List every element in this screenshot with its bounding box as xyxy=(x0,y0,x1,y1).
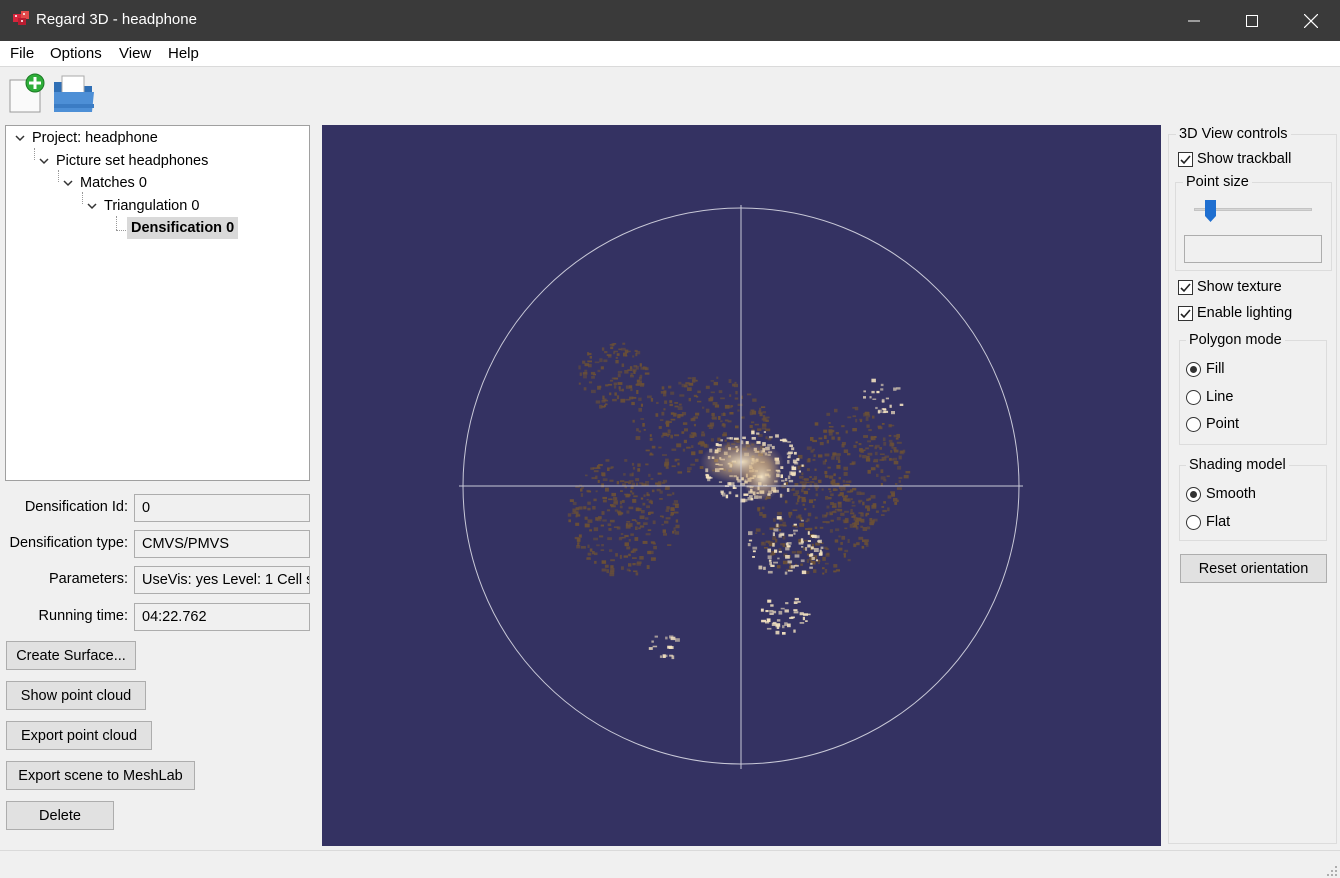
polygon-mode-title: Polygon mode xyxy=(1186,332,1285,348)
show-trackball-checkbox[interactable]: Show trackball xyxy=(1178,151,1291,167)
shading-model-title: Shading model xyxy=(1186,457,1289,473)
maximize-button[interactable] xyxy=(1223,0,1281,41)
export-point-cloud-button[interactable]: Export point cloud xyxy=(6,721,152,750)
shading-smooth-label: Smooth xyxy=(1206,486,1256,502)
tree-item-triangulation[interactable]: Triangulation 0 xyxy=(86,195,199,217)
show-texture-checkbox[interactable]: Show texture xyxy=(1178,279,1282,295)
show-texture-label: Show texture xyxy=(1197,279,1282,295)
export-meshlab-button[interactable]: Export scene to MeshLab xyxy=(6,761,195,790)
polygon-fill-label: Fill xyxy=(1206,361,1225,377)
minimize-button[interactable] xyxy=(1165,0,1223,41)
polygon-point-label: Point xyxy=(1206,416,1240,432)
menu-view[interactable]: View xyxy=(119,45,152,62)
menu-bar: File Options View Help xyxy=(0,41,1340,67)
menu-file[interactable]: File xyxy=(10,45,35,62)
trackball xyxy=(459,205,1023,769)
polygon-line-label: Line xyxy=(1206,389,1234,405)
chevron-down-icon xyxy=(63,180,73,187)
enable-lighting-checkbox[interactable]: Enable lighting xyxy=(1178,305,1292,321)
running-time-field[interactable]: 04:22.762 xyxy=(134,603,310,631)
close-icon xyxy=(1304,13,1318,28)
radio-unselected-icon xyxy=(1186,389,1201,405)
maximize-icon xyxy=(1246,14,1258,27)
point-size-title: Point size xyxy=(1183,174,1252,190)
chevron-down-icon xyxy=(15,135,25,142)
open-project-button[interactable] xyxy=(52,72,94,116)
densification-type-label: Densification type: xyxy=(9,535,128,551)
show-point-cloud-button[interactable]: Show point cloud xyxy=(6,681,146,710)
point-cloud-view xyxy=(459,205,1023,769)
shading-smooth-radio[interactable]: Smooth xyxy=(1186,486,1256,502)
chevron-down-icon xyxy=(87,203,97,210)
new-document-plus-icon xyxy=(9,73,45,113)
point-size-slider-track[interactable] xyxy=(1194,208,1312,211)
polygon-point-radio[interactable]: Point xyxy=(1186,416,1239,432)
menu-help[interactable]: Help xyxy=(168,45,199,62)
enable-lighting-label: Enable lighting xyxy=(1197,305,1293,321)
tree-item-densification[interactable]: Densification 0 xyxy=(127,217,239,239)
status-bar xyxy=(0,850,1340,878)
close-button[interactable] xyxy=(1282,0,1340,41)
densification-type-field[interactable]: CMVS/PMVS xyxy=(134,530,310,558)
checkbox-checked-icon xyxy=(1178,279,1193,295)
tree-item-label: Picture set headphones xyxy=(56,153,209,169)
chevron-down-icon xyxy=(39,158,49,165)
tree-item-label: Matches 0 xyxy=(80,175,147,191)
radio-selected-icon xyxy=(1186,486,1201,502)
densification-id-field[interactable]: 0 xyxy=(134,494,310,522)
checkbox-checked-icon xyxy=(1178,305,1193,321)
menu-options[interactable]: Options xyxy=(50,45,102,62)
show-trackball-label: Show trackball xyxy=(1197,151,1292,167)
densification-id-label: Densification Id: xyxy=(24,499,128,515)
radio-selected-icon xyxy=(1186,361,1201,377)
open-folder-icon xyxy=(54,75,94,112)
3d-viewport[interactable] xyxy=(322,125,1161,846)
polygon-fill-radio[interactable]: Fill xyxy=(1186,361,1225,377)
radio-unselected-icon xyxy=(1186,416,1201,432)
new-project-button[interactable] xyxy=(6,72,48,116)
tree-item-project[interactable]: Project: headphone xyxy=(14,127,158,149)
running-time-label: Running time: xyxy=(38,608,128,624)
window-title: Regard 3D - headphone xyxy=(36,11,197,28)
tree-item-picture-set[interactable]: Picture set headphones xyxy=(38,150,208,172)
checkbox-checked-icon xyxy=(1178,151,1193,167)
resize-grip-icon xyxy=(1327,866,1337,876)
parameters-field[interactable]: UseVis: yes Level: 1 Cell s xyxy=(134,566,310,594)
parameters-label: Parameters: xyxy=(49,571,128,587)
create-surface-button[interactable]: Create Surface... xyxy=(6,641,136,670)
reset-orientation-button[interactable]: Reset orientation xyxy=(1180,554,1327,583)
tree-item-label: Triangulation 0 xyxy=(104,198,200,214)
project-tree[interactable]: Project: headphone Picture set headphone… xyxy=(5,125,310,481)
minimize-icon xyxy=(1188,20,1200,21)
point-size-input[interactable] xyxy=(1184,235,1322,263)
point-cloud xyxy=(567,342,911,660)
point-size-slider-thumb[interactable] xyxy=(1204,199,1217,223)
tree-item-matches[interactable]: Matches 0 xyxy=(62,172,147,194)
point-size-group xyxy=(1175,182,1332,271)
tree-item-label: Densification 0 xyxy=(131,220,235,236)
radio-unselected-icon xyxy=(1186,514,1201,530)
polygon-line-radio[interactable]: Line xyxy=(1186,389,1233,405)
delete-button[interactable]: Delete xyxy=(6,801,114,830)
view-controls-title: 3D View controls xyxy=(1176,126,1291,142)
shading-flat-radio[interactable]: Flat xyxy=(1186,514,1230,530)
title-bar: Regard 3D - headphone xyxy=(0,0,1340,41)
shading-flat-label: Flat xyxy=(1206,514,1231,530)
tree-item-label: Project: headphone xyxy=(32,130,158,146)
app-logo-icon xyxy=(13,11,29,25)
